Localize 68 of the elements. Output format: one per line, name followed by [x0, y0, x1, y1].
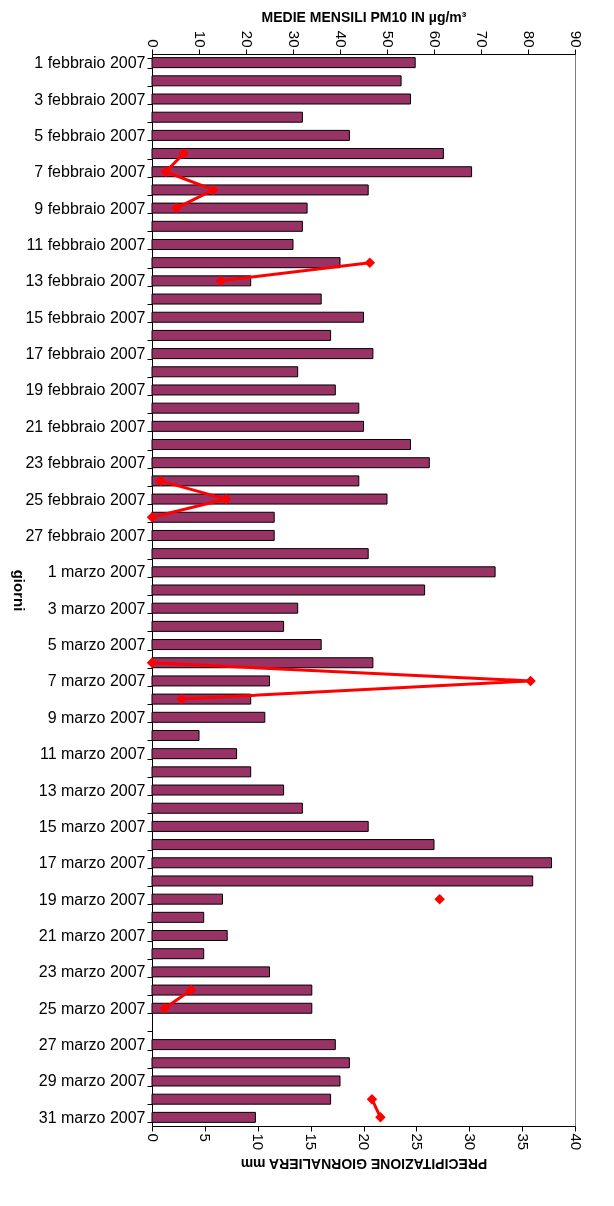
point: [215, 275, 226, 287]
x-axis-title: PRECIPITAZIONE GIORNALIERA mm: [240, 1156, 488, 1173]
y-tick-label: 17 marzo 2007: [38, 854, 146, 872]
y-tick-label: 21 marzo 2007: [38, 927, 146, 945]
x-tick-label: 0: [144, 1133, 162, 1142]
y-tick-label: 13 febbraio 2007: [25, 272, 146, 290]
y-tick-label: 3 febbraio 2007: [34, 90, 146, 108]
x-tick-label: 10: [250, 1133, 268, 1151]
y-tick-label: 11 febbraio 2007: [26, 235, 146, 253]
y-axis-title: giorni: [11, 569, 29, 612]
y-tick-label: 7 marzo 2007: [47, 672, 146, 690]
point: [171, 202, 182, 214]
y-tick-label: 25 marzo 2007: [38, 999, 146, 1017]
point: [185, 984, 197, 996]
point: [178, 148, 189, 159]
point: [434, 893, 445, 905]
point: [525, 675, 536, 687]
x2-tick-label: 80: [520, 30, 538, 48]
x-tick-label: 35: [514, 1133, 532, 1151]
y-tick-label: 19 febbraio 2007: [25, 381, 146, 399]
x2-tick-label: 10: [191, 30, 209, 48]
x2-tick-label: 0: [144, 39, 162, 48]
x2-axis-title: MEDIE MENSILI PM10 IN µg/m³: [261, 8, 467, 25]
y-tick-label: 13 marzo 2007: [38, 781, 146, 799]
point: [146, 657, 158, 668]
x2-tick-label: 90: [567, 30, 585, 48]
point: [364, 257, 376, 268]
y-tick-label: 3 marzo 2007: [47, 599, 146, 617]
x2-tick-label: 30: [285, 30, 303, 48]
y-tick-label: 7 febbraio 2007: [34, 163, 146, 181]
x2-tick-label: 20: [238, 30, 256, 48]
x-tick-label: 25: [408, 1133, 426, 1151]
x-tick-label: 5: [197, 1133, 215, 1142]
y-tick-label: 15 febbraio 2007: [25, 308, 146, 326]
x-tick-label: 20: [356, 1133, 373, 1151]
y-tick-label: 17 febbraio 2007: [25, 345, 146, 363]
x-tick-label: 15: [303, 1133, 321, 1151]
y-tick-label: 9 marzo 2007: [47, 708, 146, 726]
x2-tick-label: 40: [332, 30, 350, 48]
x2-tick-label: 70: [473, 30, 491, 48]
y-tick-label: 23 febbraio 2007: [25, 454, 146, 472]
y-tick-label: 11 marzo 2007: [39, 745, 146, 763]
y-tick-label: 1 febbraio 2007: [34, 54, 146, 72]
y-tick-label: 19 marzo 2007: [38, 890, 146, 908]
point: [160, 166, 171, 177]
y-tick-label: 27 febbraio 2007: [25, 526, 146, 544]
point: [375, 1112, 386, 1123]
point: [366, 1093, 378, 1105]
x2-tick-label: 60: [426, 30, 444, 48]
y-tick-label: 15 marzo 2007: [38, 817, 146, 835]
y-tick-label: 21 febbraio 2007: [25, 417, 146, 435]
x-tick-label: 30: [461, 1133, 479, 1151]
y-tick-label: 1 marzo 2007: [47, 563, 146, 581]
point: [208, 184, 219, 196]
y-tick-label: 9 febbraio 2007: [34, 199, 146, 217]
x-tick-label: 40: [567, 1133, 585, 1151]
y-tick-label: 29 marzo 2007: [38, 1072, 146, 1090]
y-tick-label: 25 febbraio 2007: [25, 490, 146, 508]
x2-tick-label: 50: [379, 30, 397, 48]
y-tick-label: 23 marzo 2007: [38, 963, 146, 981]
y-tick-label: 5 febbraio 2007: [34, 126, 146, 144]
y-tick-label: 27 marzo 2007: [38, 1036, 146, 1054]
point: [155, 475, 166, 487]
y-tick-label: 31 marzo 2007: [38, 1108, 146, 1126]
point: [176, 693, 187, 705]
y-tick-label: 5 marzo 2007: [47, 636, 146, 654]
point: [159, 1003, 170, 1014]
point: [146, 512, 158, 523]
